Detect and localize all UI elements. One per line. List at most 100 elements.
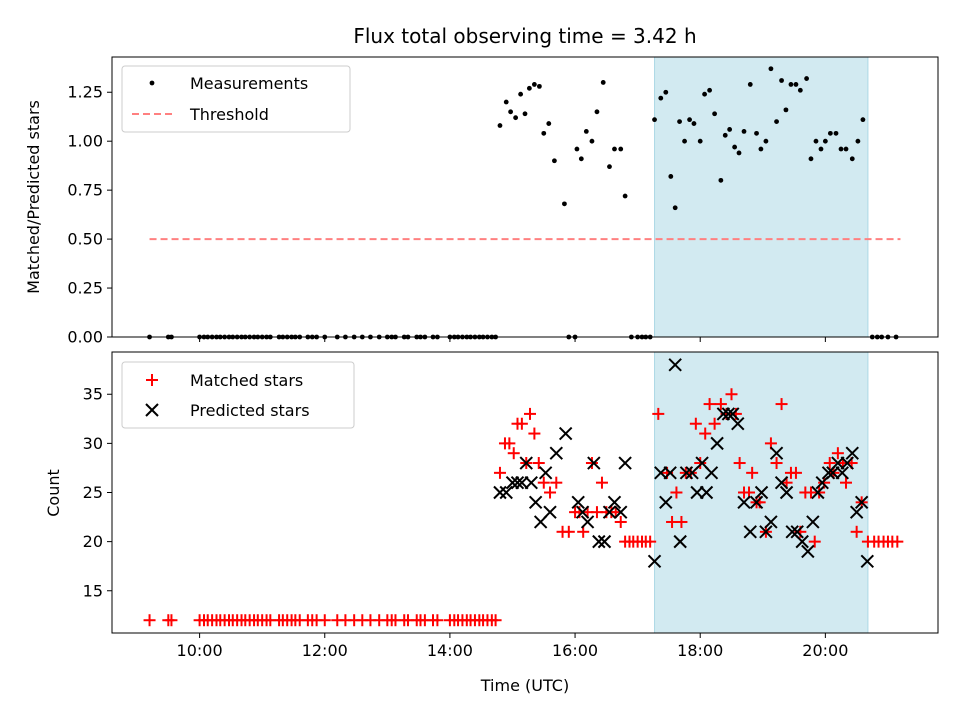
matched-star-point [808,535,821,548]
matched-star-point [493,466,506,479]
x-tick-label: 20:00 [802,641,848,660]
matched-star-point [562,525,575,538]
predicted-star-point [769,446,784,460]
measurement-point [497,123,503,128]
measurement-point [531,82,537,87]
matched-star-point [507,447,520,460]
matched-star-point [789,466,802,479]
predicted-star-point [558,426,573,441]
measurement-point [779,78,784,83]
measurement-point [833,130,839,136]
measurement-point [822,138,828,144]
predicted-star-point [849,505,864,519]
predicted-star-point [811,485,825,500]
top-y-axis-label: Matched/Predicted stars [24,100,43,294]
predicted-star-point [679,466,694,480]
matched-star-point [165,614,178,627]
bottom-panel: 15 20 25 30 35 10:00 12:00 14:00 16:00 18:00 20:0… [44,351,939,695]
predicted-star-point [575,505,590,519]
predicted-star-point [510,475,525,490]
predicted-star-point [779,485,794,500]
measurement-point [652,117,657,123]
predicted-star-point [580,515,595,529]
measurement-point [526,85,532,91]
matched-star-point [143,614,156,627]
matched-star-point [528,427,541,440]
measurement-point [722,132,728,138]
matched-star-point [746,466,759,479]
legend-measurement-marker [149,80,155,86]
matched-star-point [524,407,537,420]
measurement-point [583,129,589,134]
predicted-star-point [607,495,622,510]
predicted-star-point [801,544,815,559]
measurement-point [589,138,595,144]
predicted-star-point [749,495,764,510]
measurement-point [768,66,774,72]
y-tick-label: 25 [83,483,103,502]
y-tick-label: 35 [83,385,103,404]
measurement-point [774,119,779,125]
measurement-point [672,205,678,211]
measurement-point [860,117,866,123]
predicted-star-point [602,505,617,519]
chart-title: Flux total observing time = 3.42 h [353,24,696,48]
predicted-star-point [614,505,628,519]
predicted-star-point [659,495,673,510]
matched-star-point [689,417,702,430]
bottom-legend: Matched stars Predicted stars [121,361,355,429]
predicted-star-point [668,358,682,372]
x-tick-label: 14:00 [427,641,473,660]
measurement-point [849,156,855,162]
matched-star-point [775,398,788,411]
measurement-point [600,80,606,85]
x-tick-label: 10:00 [177,641,223,660]
measurement-point [612,146,617,152]
matched-star-point [489,614,502,627]
measurement-point [618,146,624,152]
predicted-star-point [499,485,513,500]
matched-star-point [577,525,590,538]
measurement-point [546,121,552,126]
measurement-point [562,201,567,207]
predicted-star-point [795,534,809,549]
predicted-star-point [519,456,533,470]
y-tick-label: 20 [83,532,103,551]
matched-star-point [318,614,331,627]
measurement-point [594,109,600,115]
legend-predicted-marker [145,403,159,417]
matched-star-point [823,457,836,470]
measurement-point [663,89,669,95]
measurement-point [754,130,759,136]
matched-star-point [850,525,863,538]
measurement-point [804,76,809,81]
matched-star-point [670,486,683,499]
predicted-star-point [845,446,859,460]
matched-star-point [515,417,528,430]
predicted-star-point [854,495,869,510]
predicted-star-point [571,495,585,510]
matched-star-point [503,437,516,450]
predicted-star-point [543,505,557,519]
measurement-point [736,150,742,156]
matched-star-point [431,614,444,627]
measurement-point [763,138,769,144]
predicted-star-point [737,495,751,510]
predicted-star-point [759,525,773,539]
measurement-point [668,174,674,179]
legend-threshold-label: Threshold [189,105,269,124]
measurement-point [855,138,861,144]
matched-star-point [714,398,727,411]
matched-star-point [725,388,738,401]
matched-star-point [675,515,688,528]
measurement-point [747,82,753,87]
matched-star-point [818,476,831,489]
measurement-point [808,156,814,162]
predicted-star-point [743,525,757,539]
measurement-point [697,138,703,144]
predicted-star-point [764,515,778,529]
measurement-point [691,121,697,126]
matched-star-point [840,476,853,489]
x-tick-label: 12:00 [302,641,348,660]
